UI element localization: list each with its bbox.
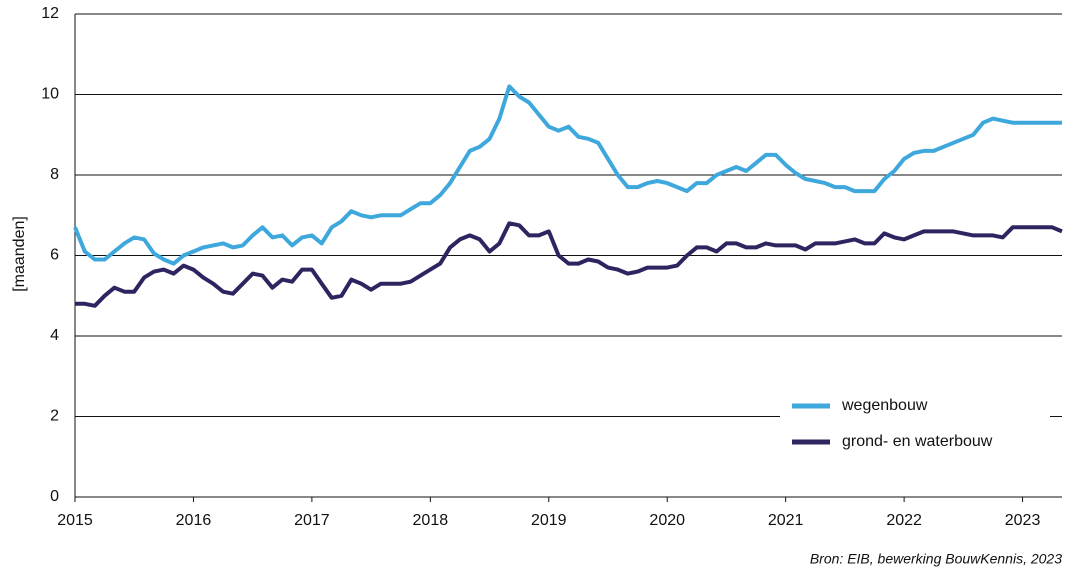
legend-box [780,388,1050,460]
x-tick-label: 2018 [413,512,449,529]
x-tick-label: 2023 [1005,512,1041,529]
y-tick-label: 10 [41,86,59,103]
legend-label: wegenbouw [841,397,928,414]
x-tick-label: 2020 [649,512,685,529]
x-tick-label: 2017 [294,512,330,529]
data-line [73,84,1062,266]
y-tick-label: 2 [50,408,59,425]
data-line [75,221,1063,308]
source-note: Bron: EIB, bewerking BouwKennis, 2023 [810,551,1062,567]
y-tick-label: 0 [50,488,59,505]
x-tick-label: 2016 [176,512,212,529]
x-tick-label: 2019 [531,512,567,529]
y-tick-label: 6 [50,247,59,264]
y-tick-label: 8 [50,166,59,183]
y-tick-label: 4 [50,327,59,344]
legend-label: grond- en waterbouw [842,433,993,450]
y-axis-label: [maanden] [11,216,28,292]
y-tick-label: 12 [41,5,59,22]
x-tick-label: 2021 [768,512,804,529]
x-tick-label: 2022 [886,512,922,529]
x-tick-label: 2015 [57,512,93,529]
